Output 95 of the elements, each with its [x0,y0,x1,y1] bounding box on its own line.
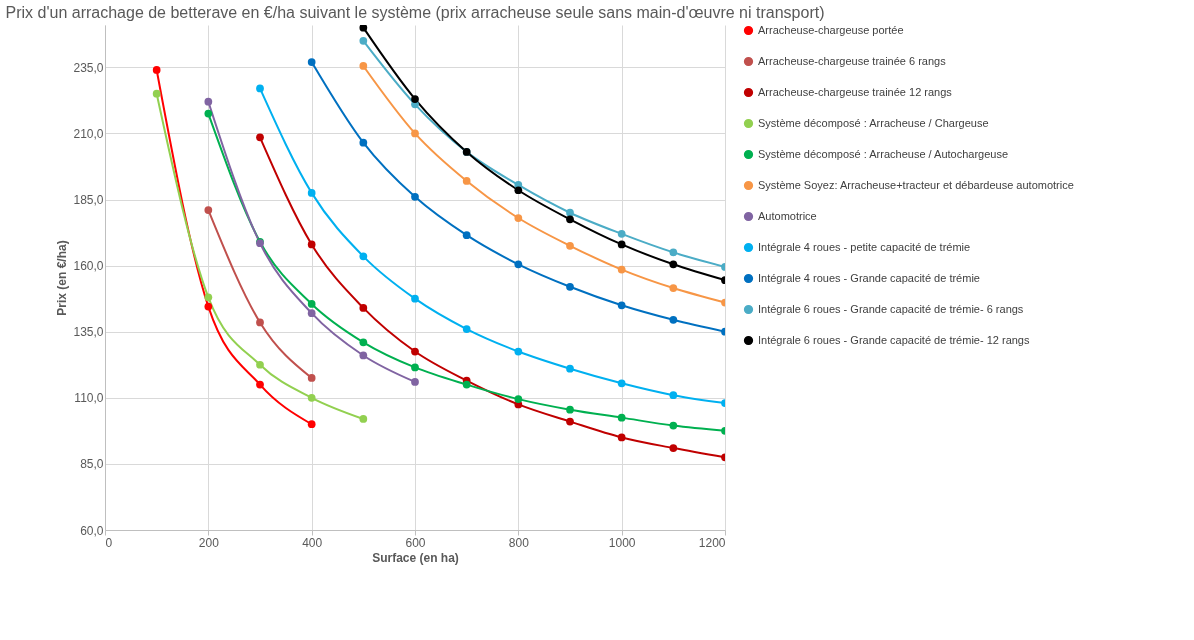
point [617,433,626,442]
point [359,25,368,32]
y-tick-label: 185,0 [73,193,104,207]
y-tick-label: 110,0 [74,391,104,406]
point [566,364,574,373]
point [307,393,316,402]
point [514,347,523,356]
legend-label: Système Soyez: Arracheuse+tracteur et débardeuse automotrice [758,178,1074,191]
point [566,417,574,426]
legend-label: Système décomposé : Arracheuse / Autochargeuse [758,147,1009,160]
chart-title: Prix d'un arrachage de betterave en €/ha suivant le système (prix arracheuse seule sans main-d'œuvre ni transport) [5,4,825,21]
point [411,294,419,303]
point [411,347,419,356]
point [204,293,213,302]
point [669,315,678,324]
point [566,241,574,250]
point [256,133,264,142]
point [462,177,471,185]
point [411,192,419,201]
point [152,66,161,74]
point [307,300,316,308]
legend-label: Intégrale 4 roues - petite capacité de trémie [758,240,971,253]
point [669,248,678,257]
point [669,284,678,292]
y-tick-label: 160,0 [73,259,104,274]
point [617,379,626,388]
point [256,380,264,389]
point [566,208,574,217]
legend-label: Arracheuse-chargeuse trainée 12 rangs [758,85,953,98]
y-tick-label: 235,0 [73,60,104,75]
y-tick-label: 60,0 [80,523,104,538]
point [359,338,368,347]
point [617,240,626,249]
point [566,405,574,414]
point [566,215,574,224]
point [514,260,523,269]
point [462,380,471,389]
legend-label: Arracheuse-chargeuse portée [758,23,904,36]
point [462,325,471,333]
point [411,95,419,103]
legend-label: Système décomposé : Arracheuse / Chargeuse [758,116,989,129]
legend-label: Intégrale 4 roues - Grande capacité de trémie [758,271,980,284]
point [359,138,368,147]
point [204,109,213,118]
point [669,260,678,269]
point [359,37,368,45]
point [307,374,316,382]
x-tick-label: 400 [302,535,323,550]
point [204,97,213,106]
legend-label: Intégrale 6 roues - Grande capacité de trémie- 6 rangs [758,302,1024,315]
legend-label: Intégrale 6 roues - Grande capacité de trémie- 12 rangs [758,333,1030,346]
point [204,302,213,311]
point [411,378,419,386]
point [307,420,316,429]
point [617,413,626,422]
point [617,265,626,274]
x-tick-label: 0 [105,535,113,550]
point [152,89,161,98]
point [256,84,264,93]
point [411,129,419,138]
point [617,301,626,310]
point [307,309,316,318]
point [307,240,316,249]
point [617,230,626,238]
point [411,363,419,372]
point [514,214,523,222]
point [462,231,471,240]
point [359,62,368,70]
y-tick-label: 210,0 [73,126,104,141]
point [204,206,213,214]
point [307,189,316,197]
y-tick-label: 135,0 [73,325,104,340]
x-tick-label: 1200 [698,535,726,550]
x-tick-label: 1000 [608,535,636,550]
x-tick-label: 200 [198,535,220,550]
x-tick-label: 800 [508,535,530,550]
legend-label: Automotrice [758,209,817,222]
point [359,351,368,360]
point [514,186,523,195]
x-tick-label: 600 [405,535,426,550]
point [514,395,523,403]
point [359,252,368,261]
point [307,58,316,66]
x-axis-title: Surface (en ha) [372,550,459,565]
point [669,421,678,430]
point [669,444,678,452]
point [359,415,368,423]
y-axis-title: Prix (en €/ha) [55,240,70,316]
point [359,304,368,312]
y-tick-label: 85,0 [80,457,104,472]
point [566,282,574,291]
point [669,391,678,400]
point [256,360,264,369]
point [256,318,264,327]
legend-label: Arracheuse-chargeuse trainée 6 rangs [758,54,947,67]
